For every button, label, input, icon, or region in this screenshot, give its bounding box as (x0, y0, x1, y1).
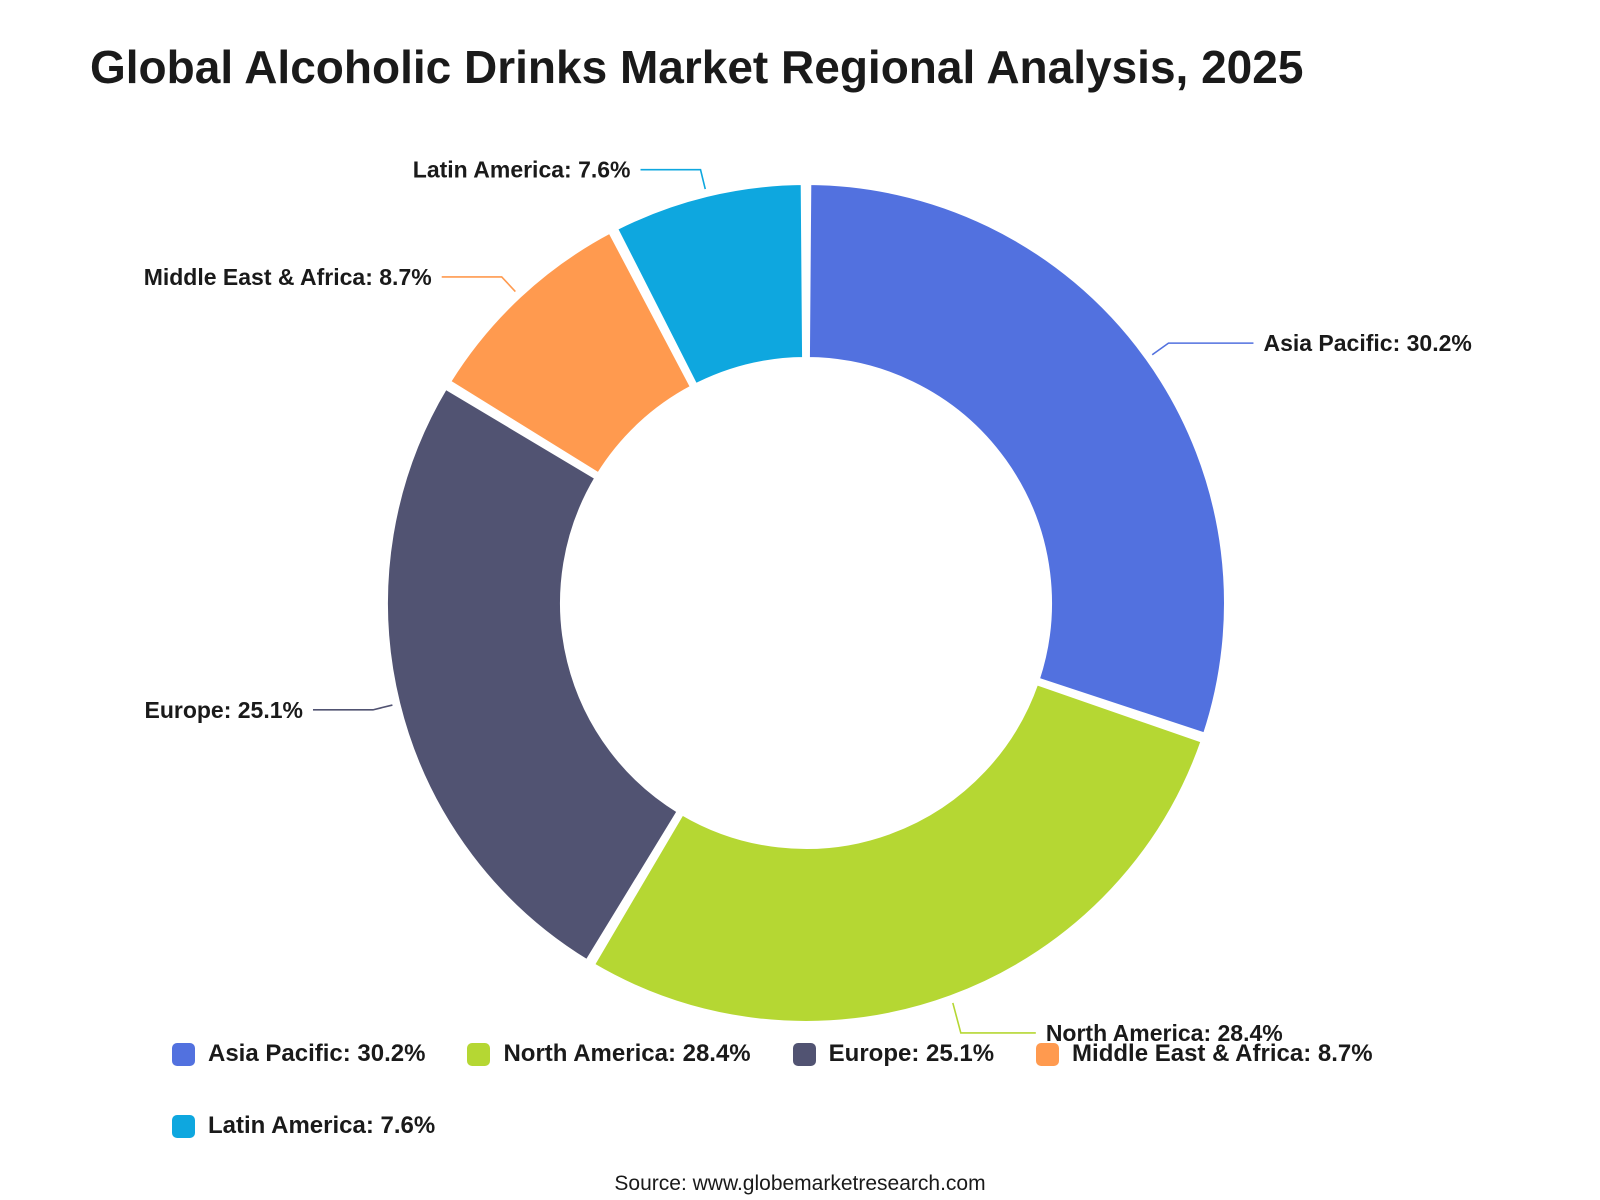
callout-label-middle-east-and-africa: Middle East & Africa: 8.7% (144, 264, 432, 290)
donut-slices (384, 181, 1229, 1025)
legend-item-asia-pacific[interactable]: Asia Pacific: 30.2% (172, 1038, 425, 1070)
legend-label: Latin America: 7.6% (208, 1112, 436, 1139)
legend: Asia Pacific: 30.2% North America: 28.4% E… (172, 1038, 1472, 1142)
legend-item-north-america[interactable]: North America: 28.4% (467, 1038, 751, 1070)
legend-item-europe[interactable]: Europe: 25.1% (792, 1038, 995, 1070)
legend-item-middle-east-and-africa[interactable]: Middle East & Africa: 8.7% (1036, 1038, 1373, 1070)
legend-label: North America: 28.4% (503, 1040, 751, 1067)
legend-swatch (172, 1042, 195, 1066)
slice-asia-pacific[interactable] (805, 181, 1229, 737)
callout-label-north-america: North America: 28.4% (1046, 1020, 1283, 1046)
callout-labels: Asia Pacific: 30.2% North America: 28.4% E… (144, 157, 1472, 1046)
slice-middle-east-and-africa[interactable] (446, 229, 695, 477)
legend-swatch (467, 1042, 491, 1066)
legend-label: Asia Pacific: 30.2% (208, 1040, 426, 1067)
callout-line-latin-america (640, 168, 707, 190)
legend-swatch (792, 1042, 816, 1066)
callout-line-north-america (952, 1002, 1036, 1034)
callout-label-europe: Europe: 25.1% (144, 697, 303, 723)
legend-item-latin-america[interactable]: Latin America: 7.6% (172, 1110, 435, 1142)
callout-label-asia-pacific: Asia Pacific: 30.2% (1263, 330, 1471, 356)
callout-line-europe (312, 704, 393, 711)
callout-label-latin-america: Latin America: 7.6% (413, 157, 631, 183)
chart-title: Global Alcoholic Drinks Market Regional … (90, 41, 1304, 93)
source-note: Source: www.globemarketresearch.com (614, 1172, 986, 1195)
legend-label: Europe: 25.1% (828, 1040, 995, 1067)
legend-label: Middle East & Africa: 8.7% (1072, 1040, 1373, 1067)
legend-swatch (172, 1114, 195, 1138)
slice-europe[interactable] (384, 385, 681, 964)
callout-line-middle-east-and-africa (441, 276, 516, 293)
slice-latin-america[interactable] (613, 181, 807, 388)
callout-line-asia-pacific (1151, 342, 1254, 356)
legend-swatch (1036, 1042, 1060, 1066)
slice-north-america[interactable] (590, 681, 1205, 1025)
